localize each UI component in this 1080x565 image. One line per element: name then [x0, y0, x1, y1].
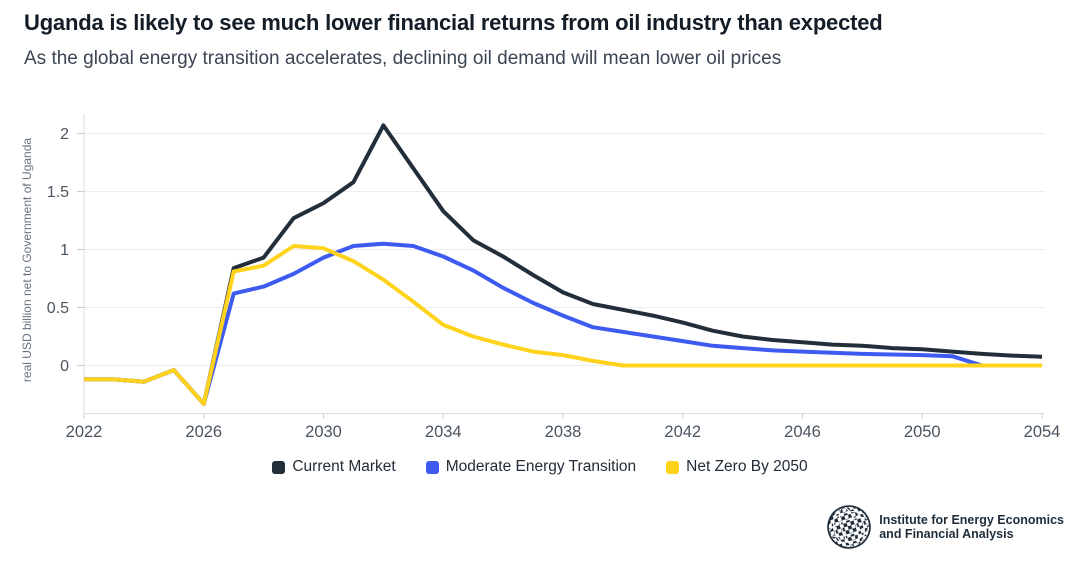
y-tick-label-2: 2 — [60, 126, 69, 143]
legend-label: Current Market — [292, 458, 396, 475]
x-tick-label-2050: 2050 — [904, 423, 941, 441]
ieefa-logo: Institute for Energy Economics and Finan… — [826, 504, 1064, 550]
y-tick-label-0.5: 0.5 — [47, 300, 69, 317]
legend-item-moderate-energy-transition[interactable]: Moderate Energy Transition — [425, 458, 637, 476]
x-tick-label-2030: 2030 — [305, 423, 342, 441]
x-tick-label-2042: 2042 — [664, 423, 701, 441]
logo-text: Institute for Energy Economics and Finan… — [879, 513, 1064, 542]
y-tick-label-1.5: 1.5 — [47, 184, 69, 201]
series-line-moderate-energy-transition — [84, 241, 983, 406]
chart-header: Uganda is likely to see much lower finan… — [24, 8, 1064, 71]
y-tick-label-0: 0 — [60, 358, 69, 375]
logo-line-1: Institute for Energy Economics — [879, 512, 1064, 527]
y-axis-title: real USD billion net to Government of Ug… — [20, 138, 34, 382]
legend-swatch-icon — [272, 460, 286, 474]
legend-item-net-zero-by-2050[interactable]: Net Zero By 2050 — [666, 458, 808, 476]
legend-swatch-icon — [666, 460, 680, 474]
legend-label: Moderate Energy Transition — [445, 458, 637, 475]
line-chart: 0 0.5 1 1.5 2 2022 2026 2030 2034 2038 2042 2046 205… — [20, 114, 1061, 441]
x-tick-label-2038: 2038 — [545, 423, 582, 441]
series-line-net-zero-by-2050 — [84, 244, 1042, 406]
x-tick-label-2026: 2026 — [185, 423, 222, 441]
x-tick-label-2054: 2054 — [1024, 423, 1061, 441]
x-tick-label-2046: 2046 — [784, 423, 821, 441]
series-line-current-market — [84, 123, 1043, 406]
x-tick-label-2022: 2022 — [66, 423, 103, 441]
legend-item-current-market[interactable]: Current Market — [272, 458, 396, 476]
y-tick-label-1: 1 — [60, 242, 69, 259]
x-tick-label-2034: 2034 — [425, 423, 462, 441]
logo-line-2: and Financial Analysis — [879, 527, 1014, 541]
legend-label: Net Zero By 2050 — [686, 458, 808, 475]
legend-swatch-icon — [425, 460, 439, 474]
chart-legend: Current Market Moderate Energy Transition… — [0, 458, 1080, 476]
globe-icon — [827, 505, 871, 549]
page-subtitle: As the global energy transition accelera… — [24, 48, 782, 69]
page-title: Uganda is likely to see much lower finan… — [24, 10, 883, 35]
